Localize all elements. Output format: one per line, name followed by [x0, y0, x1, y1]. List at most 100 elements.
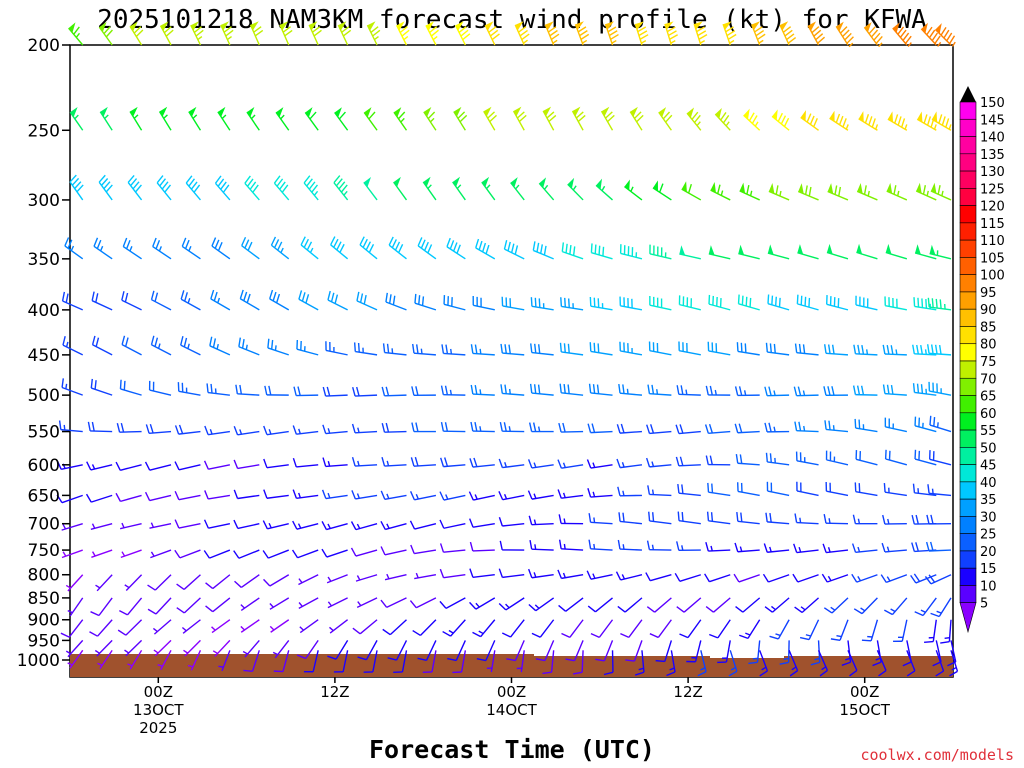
wind-barb	[538, 177, 555, 201]
wind-barb	[707, 341, 731, 356]
wind-barb	[211, 237, 231, 260]
wind-barb	[469, 518, 495, 528]
wind-barb	[337, 21, 352, 46]
wind-barb	[847, 650, 858, 677]
wind-barb	[469, 568, 495, 579]
wind-barb	[528, 422, 554, 433]
wind-barb	[439, 543, 466, 553]
wind-barb	[263, 574, 290, 587]
wind-barb	[145, 423, 172, 434]
wind-barb	[273, 175, 290, 201]
wind-barb	[298, 597, 319, 609]
wind-barb	[148, 380, 172, 396]
wind-barb	[470, 384, 495, 396]
wind-barb	[528, 597, 555, 612]
wind-barb	[615, 571, 643, 581]
wind-barb	[244, 175, 260, 201]
wind-barb	[359, 236, 378, 260]
wind-barb	[98, 21, 113, 46]
wind-barb	[800, 110, 819, 131]
wind-barb	[498, 458, 525, 469]
wind-barb	[500, 384, 525, 396]
wind-barb	[794, 343, 819, 356]
wind-barb	[603, 650, 614, 676]
colorbar-swatch	[959, 360, 977, 379]
wind-barb	[183, 639, 201, 657]
wind-barb	[735, 597, 761, 613]
wind-barb	[924, 574, 952, 585]
wind-barb	[233, 489, 260, 500]
wind-barb	[127, 174, 143, 201]
wind-barb	[322, 424, 348, 435]
wind-barb	[204, 490, 230, 500]
colorbar-top-arrow	[960, 86, 976, 102]
wind-barb	[498, 568, 525, 579]
wind-barb	[439, 519, 466, 529]
wind-barb	[246, 107, 260, 131]
wind-barb	[913, 297, 937, 311]
wind-barb	[881, 542, 907, 553]
wind-barb	[211, 619, 231, 634]
wind-barb	[697, 650, 707, 677]
wind-barb	[414, 293, 437, 311]
wind-barb	[243, 650, 260, 672]
wind-barb	[717, 640, 731, 664]
wind-barb	[852, 514, 878, 525]
wind-barb	[393, 176, 408, 201]
wind-barb	[736, 342, 760, 356]
colorbar-tick-label: 150	[980, 96, 1005, 111]
wind-barb	[351, 457, 378, 467]
wind-barb	[863, 21, 883, 48]
wind-barb	[69, 174, 84, 201]
wind-barb	[788, 650, 799, 677]
wind-barb	[296, 640, 319, 660]
wind-barb	[263, 489, 289, 499]
wind-barb	[590, 619, 614, 639]
pressure-axis: 200 250 300 350 400 450 500 550 600 650 700 750 800 8…	[17, 36, 70, 671]
wind-barb	[882, 344, 907, 356]
wind-barb	[759, 650, 769, 677]
wind-barb	[61, 549, 83, 559]
wind-barb	[925, 541, 952, 552]
wind-barb	[884, 296, 907, 311]
wind-barb	[514, 21, 530, 46]
wind-barb	[560, 297, 584, 311]
wind-barb	[422, 176, 437, 201]
wind-barb	[355, 574, 378, 582]
colorbar-swatch	[959, 308, 977, 327]
wind-barb	[861, 619, 879, 642]
colorbar-tick-label: 50	[980, 441, 997, 456]
wind-barb	[649, 295, 672, 311]
colorbar-swatch	[959, 395, 977, 414]
wind-barb	[884, 417, 907, 433]
pressure-tick-label: 950	[28, 631, 60, 651]
wind-barb	[710, 182, 731, 201]
wind-barb	[738, 244, 760, 260]
wind-barb	[352, 386, 378, 397]
wind-barb	[558, 514, 584, 525]
wind-barb	[771, 109, 790, 131]
wind-barb	[412, 619, 437, 637]
wind-barb	[679, 619, 702, 639]
colorbar-tick-label: 90	[980, 303, 997, 318]
wind-barb	[181, 237, 201, 260]
wind-barb	[296, 339, 319, 356]
colorbar-bottom-arrow	[959, 602, 977, 634]
wind-barb	[797, 183, 819, 201]
colorbar-tick-label: 120	[980, 200, 1005, 215]
wind-barb	[686, 640, 702, 663]
pressure-tick-label: 250	[28, 121, 60, 141]
wind-barb	[528, 515, 554, 526]
wind-barb	[423, 106, 437, 131]
credit-link[interactable]: coolwx.com/models	[860, 746, 1014, 764]
wind-barb	[115, 492, 142, 503]
colorbar-swatch	[959, 498, 977, 517]
wind-barb	[185, 175, 201, 201]
wind-barb	[147, 597, 172, 615]
wind-barb	[595, 178, 613, 201]
wind-barb	[217, 106, 231, 131]
wind-barb	[91, 291, 113, 311]
colorbar-tick-label: 80	[980, 338, 997, 353]
wind-barb	[914, 449, 937, 466]
wind-barb	[174, 461, 201, 471]
